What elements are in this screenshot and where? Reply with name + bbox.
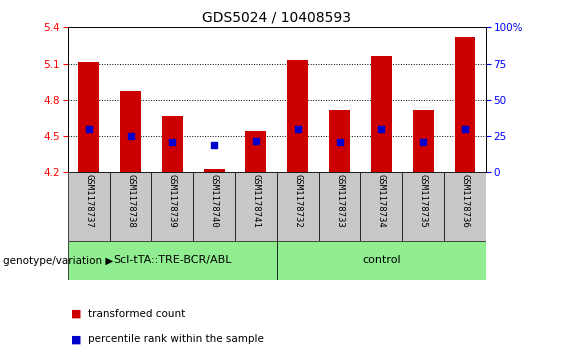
Bar: [162, 115, 183, 172]
Point: [335, 139, 344, 145]
Bar: [68, 241, 277, 280]
Text: GSM1178738: GSM1178738: [126, 175, 135, 228]
Bar: [78, 62, 99, 172]
Bar: [360, 172, 402, 241]
Text: GSM1178734: GSM1178734: [377, 175, 386, 228]
Text: GSM1178739: GSM1178739: [168, 175, 177, 228]
Bar: [329, 110, 350, 172]
Bar: [412, 110, 433, 172]
Bar: [203, 169, 225, 172]
Bar: [68, 172, 110, 241]
Text: control: control: [362, 256, 401, 265]
Text: GSM1178735: GSM1178735: [419, 175, 428, 228]
Bar: [277, 241, 486, 280]
Point: [126, 133, 135, 139]
Bar: [120, 91, 141, 172]
Bar: [402, 172, 444, 241]
Bar: [444, 172, 486, 241]
Bar: [287, 60, 308, 172]
Point: [293, 126, 302, 132]
Bar: [110, 172, 151, 241]
Bar: [454, 37, 475, 172]
Bar: [319, 172, 360, 241]
Bar: [151, 172, 193, 241]
Text: genotype/variation ▶: genotype/variation ▶: [3, 256, 113, 266]
Bar: [371, 56, 392, 172]
Text: GSM1178741: GSM1178741: [251, 175, 260, 228]
Bar: [277, 172, 319, 241]
Text: transformed count: transformed count: [88, 309, 185, 319]
Text: GSM1178740: GSM1178740: [210, 175, 219, 228]
Bar: [235, 172, 277, 241]
Text: percentile rank within the sample: percentile rank within the sample: [88, 334, 263, 344]
Point: [377, 126, 386, 132]
Text: GSM1178733: GSM1178733: [335, 175, 344, 228]
Text: GSM1178736: GSM1178736: [460, 175, 470, 228]
Point: [460, 126, 470, 132]
Text: ■: ■: [71, 334, 81, 344]
Text: GSM1178732: GSM1178732: [293, 175, 302, 228]
Title: GDS5024 / 10408593: GDS5024 / 10408593: [202, 11, 351, 25]
Bar: [245, 131, 267, 172]
Point: [84, 126, 93, 132]
Point: [210, 142, 219, 147]
Text: ■: ■: [71, 309, 81, 319]
Point: [168, 139, 177, 145]
Point: [251, 138, 260, 144]
Text: GSM1178737: GSM1178737: [84, 175, 93, 228]
Bar: [193, 172, 235, 241]
Point: [419, 139, 428, 145]
Text: Scl-tTA::TRE-BCR/ABL: Scl-tTA::TRE-BCR/ABL: [113, 256, 232, 265]
